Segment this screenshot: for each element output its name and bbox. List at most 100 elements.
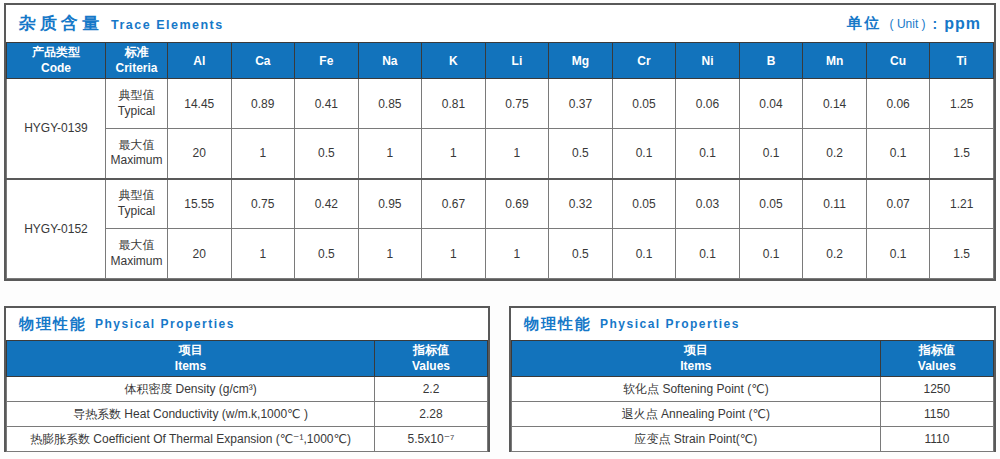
element-header: Ca [231, 43, 295, 79]
physical-properties-title-row: 物理性能 Physical Properties [511, 308, 994, 340]
code-header-en: Code [9, 61, 103, 77]
value-cell: 1 [358, 229, 422, 279]
trace-elements-title: 杂质含量 Trace Elements [19, 12, 224, 35]
physical-properties-right-panel: 物理性能 Physical Properties 项目 Items 指标值 Va… [509, 306, 996, 452]
unit-label-cn: 单位 [847, 14, 883, 33]
value-cell: 0.1 [612, 129, 676, 179]
trace-header-row: 产品类型 Code 标准 Criteria Al Ca Fe Na K Li M… [7, 43, 994, 79]
items-column-header: 项目 Items [7, 341, 375, 377]
table-row: 最大值 Maximum 20 1 0.5 1 1 1 0.5 0.1 0.1 0… [7, 129, 994, 179]
physical-properties-left-panel: 物理性能 Physical Properties 项目 Items 指标值 Va… [4, 306, 490, 452]
value-cell: 0.5 [295, 129, 359, 179]
phys-right-title-en: Physical Properties [600, 317, 740, 331]
table-row: 退火点 Annealing Point (℃) 1150 [512, 402, 994, 427]
element-header: Fe [295, 43, 359, 79]
trace-title-cn: 杂质含量 [19, 12, 103, 35]
value-cell: 0.14 [803, 79, 867, 129]
element-header: Na [358, 43, 422, 79]
value-cell: 0.69 [485, 179, 549, 229]
trace-elements-panel: 杂质含量 Trace Elements 单位 ( Unit ) : ppm 产品… [4, 3, 996, 281]
value-cell: 0.41 [295, 79, 359, 129]
maximum-label-en: Maximum [108, 254, 165, 270]
criteria-column-header: 标准 Criteria [106, 43, 168, 79]
phys-right-title-cn: 物理性能 [524, 315, 592, 334]
value-cell: 0.75 [485, 79, 549, 129]
property-value-cell: 5.5x10⁻⁷ [374, 427, 487, 452]
values-column-header: 指标值 Values [880, 341, 993, 377]
phys-left-title-en: Physical Properties [95, 317, 235, 331]
table-row: 热膨胀系数 Coefficient Of Thermal Expansion (… [7, 427, 488, 452]
maximum-label-en: Maximum [108, 153, 165, 169]
value-cell: 0.85 [358, 79, 422, 129]
value-cell: 0.1 [612, 229, 676, 279]
value-cell: 0.1 [676, 129, 740, 179]
phys-left-title-cn: 物理性能 [19, 315, 87, 334]
criteria-header-en: Criteria [108, 61, 165, 77]
trace-title-en: Trace Elements [111, 18, 224, 32]
value-cell: 0.75 [231, 179, 295, 229]
value-cell: 1.5 [930, 129, 994, 179]
value-cell: 0.42 [295, 179, 359, 229]
value-cell: 0.1 [866, 229, 930, 279]
value-cell: 0.81 [422, 79, 486, 129]
value-cell: 0.5 [549, 129, 613, 179]
property-name-cell: 软化点 Softening Point (℃) [512, 377, 881, 402]
code-column-header: 产品类型 Code [7, 43, 106, 79]
property-value-cell: 1110 [880, 427, 993, 452]
property-value-cell: 1250 [880, 377, 993, 402]
value-cell: 0.03 [676, 179, 740, 229]
property-value-cell: 2.2 [374, 377, 487, 402]
table-row: 应变点 Strain Point(℃) 1110 [512, 427, 994, 452]
table-row: HYGY-0139 典型值 Typical 14.45 0.89 0.41 0.… [7, 79, 994, 129]
values-header-cn: 指标值 [377, 343, 485, 359]
table-row: 软化点 Softening Point (℃) 1250 [512, 377, 994, 402]
product-code-cell: HYGY-0139 [7, 79, 106, 179]
value-cell: 0.2 [803, 229, 867, 279]
items-header-en: Items [9, 359, 372, 375]
property-value-cell: 2.28 [374, 402, 487, 427]
value-cell: 0.37 [549, 79, 613, 129]
value-cell: 0.89 [231, 79, 295, 129]
spec-sheet-page: 杂质含量 Trace Elements 单位 ( Unit ) : ppm 产品… [0, 0, 1000, 459]
values-header-en: Values [883, 359, 991, 375]
value-cell: 20 [168, 229, 232, 279]
table-row: 导热系数 Heat Conductivity (w/m.k,1000℃ ) 2.… [7, 402, 488, 427]
unit-value: ppm [944, 15, 981, 33]
value-cell: 0.95 [358, 179, 422, 229]
physical-properties-title-row: 物理性能 Physical Properties [6, 308, 488, 340]
items-header-en: Items [514, 359, 878, 375]
value-cell: 1 [485, 229, 549, 279]
unit-colon: : [933, 16, 938, 32]
value-cell: 0.5 [295, 229, 359, 279]
value-cell: 0.1 [866, 129, 930, 179]
property-name-cell: 应变点 Strain Point(℃) [512, 427, 881, 452]
unit-indicator: 单位 ( Unit ) : ppm [847, 14, 981, 33]
code-header-cn: 产品类型 [9, 45, 103, 61]
phys-header-row: 项目 Items 指标值 Values [7, 341, 488, 377]
values-header-en: Values [377, 359, 485, 375]
maximum-label-cn: 最大值 [108, 138, 165, 154]
value-cell: 1 [422, 129, 486, 179]
typical-label-en: Typical [108, 204, 165, 220]
trace-elements-table: 产品类型 Code 标准 Criteria Al Ca Fe Na K Li M… [6, 42, 994, 279]
table-row: 最大值 Maximum 20 1 0.5 1 1 1 0.5 0.1 0.1 0… [7, 229, 994, 279]
element-header: Mn [803, 43, 867, 79]
value-cell: 0.06 [676, 79, 740, 129]
value-cell: 20 [168, 129, 232, 179]
value-cell: 0.2 [803, 129, 867, 179]
values-column-header: 指标值 Values [374, 341, 487, 377]
physical-properties-right-table: 项目 Items 指标值 Values 软化点 Softening Point … [511, 340, 994, 452]
property-name-cell: 导热系数 Heat Conductivity (w/m.k,1000℃ ) [7, 402, 375, 427]
value-cell: 0.11 [803, 179, 867, 229]
typical-label-cell: 典型值 Typical [106, 179, 168, 229]
value-cell: 0.1 [739, 129, 803, 179]
value-cell: 0.05 [739, 179, 803, 229]
maximum-label-cell: 最大值 Maximum [106, 129, 168, 179]
element-header: K [422, 43, 486, 79]
items-column-header: 项目 Items [512, 341, 881, 377]
property-name-cell: 热膨胀系数 Coefficient Of Thermal Expansion (… [7, 427, 375, 452]
value-cell: 1 [231, 129, 295, 179]
value-cell: 0.1 [739, 229, 803, 279]
maximum-label-cn: 最大值 [108, 238, 165, 254]
typical-label-en: Typical [108, 104, 165, 120]
